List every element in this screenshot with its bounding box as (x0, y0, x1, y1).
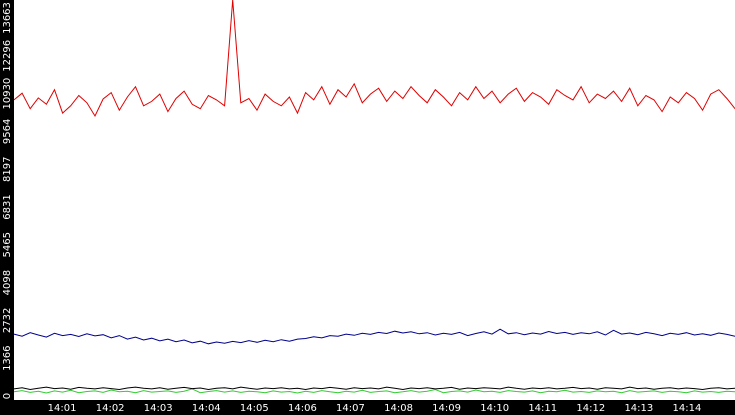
y-tick-label: 10930 (2, 78, 13, 110)
x-tick-label: 14:05 (240, 403, 269, 414)
y-tick-label: 8197 (2, 156, 13, 181)
y-tick-label: 0 (2, 393, 13, 399)
series-line (13, 328, 735, 345)
x-tick-label: 14:09 (432, 403, 461, 414)
series-line (13, 0, 735, 118)
x-tick-label: 14:03 (144, 403, 173, 414)
y-tick-label: 13663 (2, 2, 13, 34)
y-tick-label: 1366 (2, 345, 13, 370)
y-tick-label: 6831 (2, 194, 13, 219)
x-tick-label: 14:10 (480, 403, 509, 414)
x-tick-label: 14:12 (576, 403, 605, 414)
y-tick-label: 9564 (2, 119, 13, 144)
x-tick-label: 14:14 (673, 403, 702, 414)
x-tick-label: 14:07 (336, 403, 365, 414)
y-tick-label: 5465 (2, 232, 13, 257)
x-tick-label: 14:02 (96, 403, 125, 414)
x-tick-label: 14:04 (192, 403, 221, 414)
y-tick-label: 2732 (2, 308, 13, 333)
y-tick-label: 4098 (2, 270, 13, 295)
x-tick-label: 14:08 (384, 403, 413, 414)
x-axis-strip (0, 400, 735, 415)
x-tick-label: 14:11 (528, 403, 557, 414)
y-axis-strip (0, 0, 14, 415)
x-tick-label: 14:13 (624, 403, 653, 414)
series-line (13, 388, 735, 394)
x-tick-label: 14:06 (288, 403, 317, 414)
x-tick-label: 14:01 (48, 403, 77, 414)
series-line (13, 386, 735, 391)
y-tick-label: 12296 (2, 40, 13, 72)
